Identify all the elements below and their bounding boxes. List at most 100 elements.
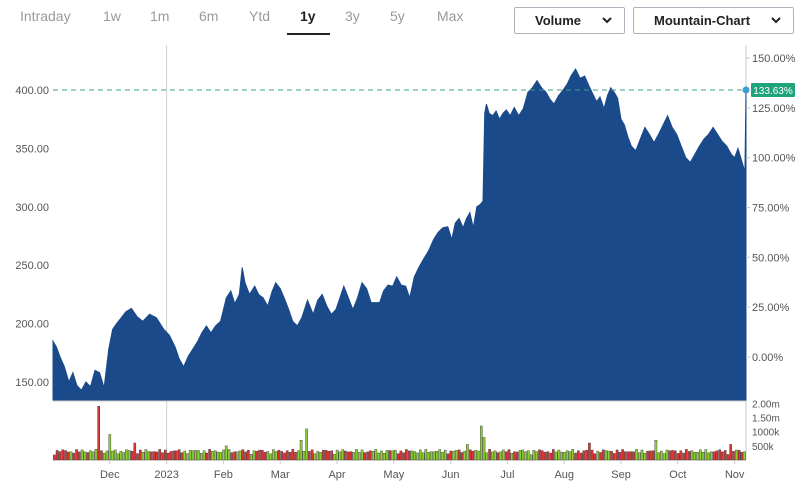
volume-bar — [349, 451, 353, 461]
volume-bar — [382, 453, 386, 461]
volume-bar — [97, 406, 100, 461]
tab-max[interactable]: Max — [437, 8, 464, 24]
volume-bar — [529, 454, 533, 461]
volume-bar — [657, 452, 660, 461]
volume-bar — [194, 450, 198, 461]
volume-bar — [474, 450, 478, 461]
active-tab-underline — [287, 33, 330, 35]
volume-bar — [421, 452, 425, 461]
volume-bar — [624, 451, 627, 461]
x-tick-label: Jun — [442, 469, 460, 481]
volume-bar — [111, 450, 114, 461]
volume-bar — [480, 425, 483, 461]
volume-bar — [543, 451, 547, 461]
volume-bar — [560, 451, 563, 461]
tab-1w[interactable]: 1w — [103, 8, 121, 24]
tab-5y[interactable]: 5y — [390, 8, 405, 24]
volume-bar — [607, 450, 611, 461]
tab-ytd[interactable]: Ytd — [249, 8, 271, 24]
volume-bar — [615, 449, 619, 461]
x-tick-label: Feb — [214, 469, 233, 481]
volume-bar — [219, 452, 223, 461]
volume-bar — [391, 450, 394, 461]
volume-bar — [355, 449, 358, 461]
volume-bar — [161, 452, 164, 461]
volume-bar — [693, 452, 696, 461]
volume-bar — [288, 452, 292, 461]
volume-bar — [166, 452, 170, 461]
volume-bar — [613, 453, 616, 461]
volume-bar — [374, 449, 378, 461]
volume-bar — [513, 451, 516, 461]
tab-1y[interactable]: 1y — [300, 8, 316, 24]
volume-bar — [227, 449, 231, 461]
last-value-badge — [751, 83, 795, 97]
tab-6m[interactable]: 6m — [199, 8, 219, 24]
volume-bar — [366, 451, 369, 461]
volume-bar — [413, 451, 417, 461]
volume-bar — [538, 449, 541, 461]
tab-3y[interactable]: 3y — [345, 8, 360, 24]
tab-1m[interactable]: 1m — [150, 8, 170, 24]
volume-bar — [371, 451, 375, 461]
volume-bar — [601, 449, 605, 461]
tab-intraday[interactable]: Intraday — [20, 8, 71, 24]
volume-bar — [579, 452, 583, 461]
volume-bar — [163, 449, 167, 461]
volume-bar — [205, 452, 209, 461]
volume-bar — [247, 450, 250, 461]
volume-bar — [105, 450, 109, 461]
volume-bar — [394, 450, 397, 461]
volume-bar — [718, 449, 721, 461]
volume-bar — [463, 451, 466, 461]
volume-bar — [679, 450, 683, 461]
volume-bar — [723, 450, 727, 461]
volume-bar — [665, 449, 669, 461]
volume-bar — [632, 451, 635, 461]
volume-bar — [518, 450, 522, 461]
pct-tick-label: 75.00% — [752, 203, 790, 215]
volume-bar — [80, 449, 84, 461]
volume-bar — [687, 451, 691, 461]
volume-bar — [427, 451, 430, 461]
volume-bar — [302, 451, 306, 461]
volume-bar — [527, 450, 530, 461]
volume-bar — [596, 450, 599, 461]
volume-bar — [571, 449, 574, 461]
volume-bar — [235, 451, 239, 461]
volume-bar — [610, 451, 613, 461]
volume-bar — [416, 452, 419, 461]
volume-bar — [169, 451, 173, 461]
volume-bar — [358, 452, 361, 461]
volume-bar — [710, 451, 713, 461]
volume-bar — [435, 451, 439, 461]
volume-bar — [333, 454, 336, 461]
volume-bar — [405, 449, 408, 461]
volume-bar — [91, 451, 95, 461]
volume-bar — [649, 450, 652, 461]
volume-bar — [549, 452, 552, 461]
volume-bar — [410, 450, 414, 461]
volume-bar — [191, 450, 195, 461]
volume-bar — [144, 449, 148, 461]
volume-bar — [740, 452, 744, 461]
volume-bar — [496, 452, 500, 461]
volume-bar — [127, 450, 131, 461]
volume-bar — [380, 450, 383, 461]
x-tick-label: 2023 — [154, 469, 178, 481]
volume-bar — [466, 444, 469, 461]
volume-bar — [258, 449, 261, 461]
volume-bar — [238, 450, 242, 461]
volume-dropdown[interactable]: Volume — [514, 7, 625, 34]
volume-bar — [75, 449, 78, 461]
chart-type-dropdown[interactable]: Mountain-Chart — [633, 7, 794, 34]
volume-bar — [654, 440, 658, 461]
volume-bar — [729, 444, 732, 461]
volume-bar — [701, 452, 705, 461]
volume-bar — [640, 449, 644, 461]
volume-bar — [58, 451, 62, 461]
chevron-down-icon — [602, 17, 612, 24]
volume-bar — [233, 451, 236, 461]
volume-bar — [327, 451, 331, 461]
volume-bar — [507, 449, 511, 461]
